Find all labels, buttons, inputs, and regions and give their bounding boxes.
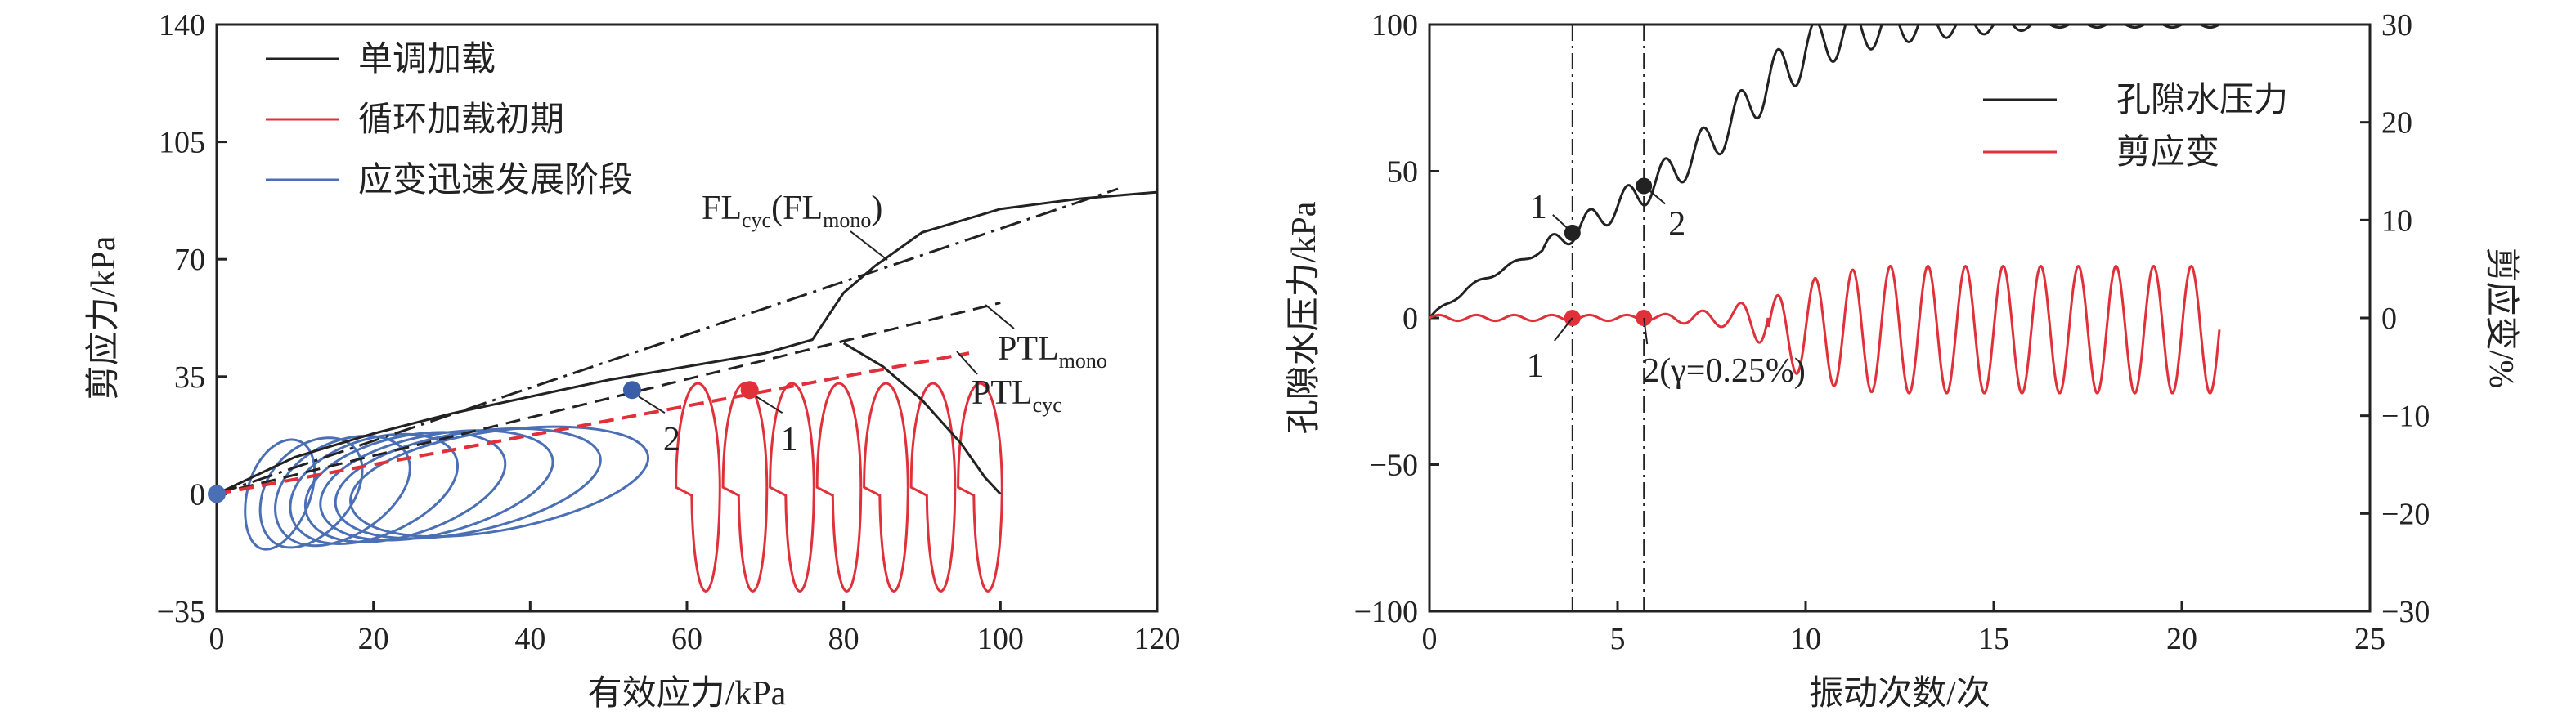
right-right-y-axis-title: 剪应变/% [2482, 248, 2520, 389]
x-tick-label: 25 [2354, 622, 2385, 656]
x-tick-label: 0 [1422, 622, 1438, 656]
annotation-fl: FLcyc(FLmono) [702, 190, 882, 232]
right-curves [1428, 23, 2221, 611]
point-leader [1643, 317, 1649, 345]
right-x-ticks: 0 5 10 15 20 25 [1422, 601, 2385, 656]
annotation-ptl-cyc-leader [956, 351, 978, 375]
annotation-ptl-mono-leader [985, 304, 1015, 329]
right-left-y-ticks: −100 −50 0 50 100 [1354, 8, 1439, 629]
y-tick-label-right: 20 [2381, 106, 2412, 141]
x-tick-label: 5 [1610, 622, 1626, 656]
series-line [842, 342, 1002, 495]
x-tick-label: 40 [514, 622, 545, 656]
right-right-y-ticks: −30 −20 −10 0 10 20 30 [2360, 8, 2430, 629]
point-label: 2(γ=0.25%) [1642, 352, 1806, 390]
right-x-axis-title: 振动次数/次 [1809, 675, 1990, 713]
y-tick-label-right: −20 [2381, 497, 2430, 531]
left-legend: 单调加载 循环加载初期 应变迅速发展阶段 [266, 41, 633, 199]
y-tick-label-right: 30 [2381, 8, 2412, 42]
right-legend: 孔隙水压力 剪应变 [1983, 82, 2288, 172]
shear-strain-curve [1429, 264, 2221, 395]
legend-label-cyclic-early: 循环加载初期 [358, 101, 564, 139]
left-y-ticks: −35 0 35 70 105 140 [157, 8, 227, 629]
red-loop [721, 382, 769, 593]
y-tick-label-right: 10 [2381, 203, 2412, 238]
legend-label-pore-pressure: 孔隙水压力 [2116, 82, 2288, 119]
x-tick-label: 10 [1790, 622, 1821, 656]
y-tick-label: 35 [174, 360, 205, 395]
x-tick-label: 15 [1978, 622, 2009, 656]
blue-loop [319, 429, 554, 542]
red-loop [769, 382, 815, 593]
data-point [622, 381, 641, 400]
right-left-y-axis-title: 孔隙水压力/kPa [1286, 201, 1323, 434]
y-tick-label: 70 [174, 243, 205, 277]
data-point [740, 381, 759, 400]
series-line [216, 187, 1119, 495]
y-tick-label-right: 0 [2381, 302, 2397, 336]
series-line [216, 190, 1158, 495]
y-tick-label: 0 [190, 477, 205, 512]
origin-marker [208, 485, 226, 503]
legend-label-monotonic: 单调加载 [358, 41, 496, 78]
y-tick-label: 100 [1371, 8, 1418, 42]
point-label: 1 [1527, 347, 1544, 385]
point-label: 2 [663, 421, 680, 458]
series-line [216, 302, 1001, 495]
annotation-fl-leader [850, 230, 888, 261]
red-loop [957, 382, 1003, 593]
left-y-axis-title: 剪应力/kPa [84, 235, 123, 400]
x-tick-label: 0 [209, 622, 225, 656]
point-label: 1 [1530, 189, 1547, 226]
x-tick-label: 20 [2166, 622, 2197, 656]
legend-label-strain-rapid: 应变迅速发展阶段 [358, 161, 633, 199]
left-x-axis-title: 有效应力/kPa [588, 674, 787, 713]
x-tick-label: 20 [358, 622, 389, 656]
point-leader [1554, 317, 1573, 342]
y-tick-label: 140 [159, 8, 205, 42]
annotation-ptl-mono: PTLmono [998, 330, 1107, 373]
x-tick-label: 100 [977, 622, 1024, 656]
left-curves [208, 187, 1158, 593]
point-leader [756, 396, 783, 414]
y-tick-label: 0 [1402, 302, 1418, 336]
red-loop [815, 382, 863, 593]
y-tick-label: 105 [159, 126, 205, 160]
y-tick-label-right: −30 [2381, 595, 2430, 629]
y-tick-label-right: −10 [2381, 400, 2430, 434]
y-tick-label: −35 [157, 595, 205, 629]
point-label: 1 [781, 421, 798, 458]
pore-pressure-curve [1428, 23, 2220, 319]
right-points: 1 2 1 2(γ=0.25%) [1527, 177, 1806, 390]
point-label: 2 [1668, 205, 1685, 243]
red-loop [909, 382, 957, 593]
y-tick-label: −100 [1354, 595, 1418, 629]
y-tick-label: −50 [1370, 449, 1418, 483]
series-line [216, 351, 970, 496]
y-tick-label: 50 [1387, 155, 1418, 190]
left-points: 12 [622, 381, 798, 458]
point-leader [1643, 185, 1666, 205]
x-tick-label: 80 [828, 622, 859, 656]
x-tick-label: 120 [1134, 622, 1181, 656]
legend-label-shear-strain: 剪应变 [2116, 133, 2219, 172]
left-annotations: FLcyc(FLmono) PTLmono PTLcyc [702, 190, 1107, 417]
point-leader [638, 396, 666, 414]
annotation-ptl-cyc: PTLcyc [972, 374, 1062, 417]
red-loop [675, 382, 721, 593]
red-loop [863, 382, 909, 593]
point-leader [1552, 214, 1573, 234]
blue-loop [349, 425, 650, 539]
left-x-ticks: 0 20 40 60 80 100 120 [209, 601, 1181, 656]
x-tick-label: 60 [671, 622, 702, 656]
